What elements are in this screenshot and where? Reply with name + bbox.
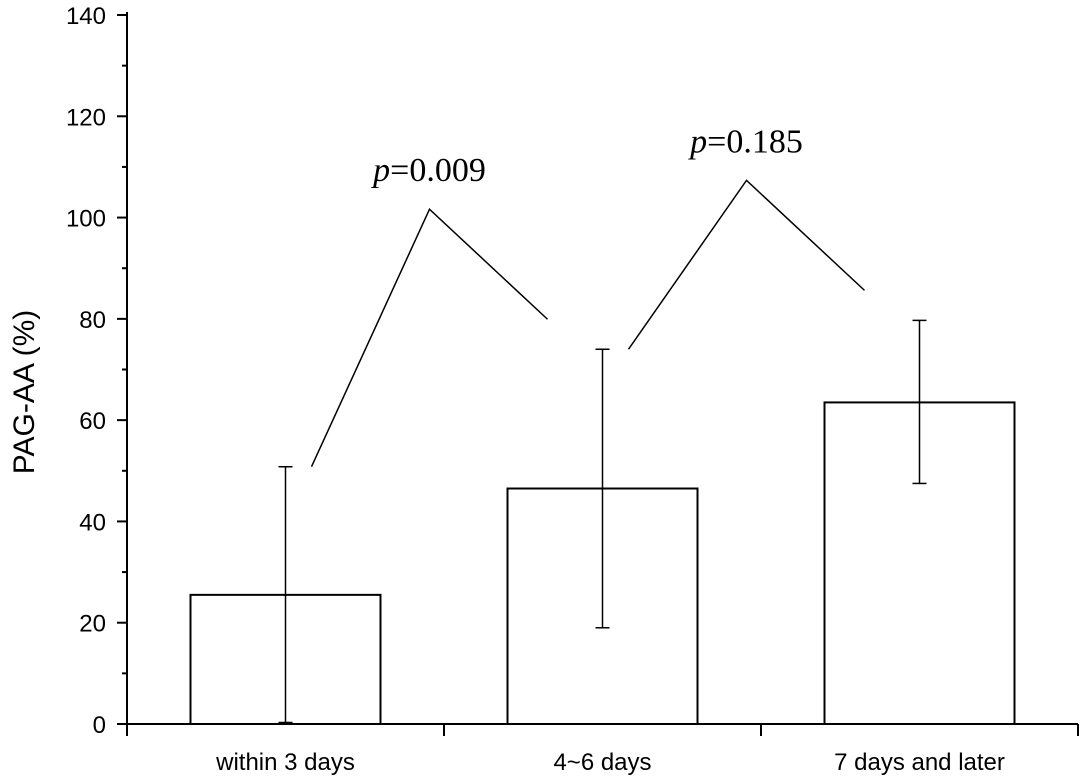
y-tick-label: 140: [66, 3, 106, 30]
p-value-label: p=0.185: [688, 123, 803, 160]
y-tick-label: 100: [66, 206, 106, 233]
y-tick-label: 80: [79, 307, 106, 334]
significance-bracket: [627, 179, 866, 350]
y-tick-label: 120: [66, 104, 106, 131]
y-tick-label: 20: [79, 611, 106, 638]
p-value-label: p=0.009: [371, 152, 486, 189]
y-tick-label: 60: [79, 408, 106, 435]
y-axis-title: PAG-AA (%): [8, 310, 41, 474]
y-tick-label: 40: [79, 509, 106, 536]
x-tick-label: 4~6 days: [553, 749, 651, 776]
y-tick-label: 0: [93, 712, 106, 739]
x-tick-label: 7 days and later: [834, 749, 1005, 776]
significance-bracket: [310, 207, 549, 468]
x-tick-label: within 3 days: [215, 749, 355, 776]
